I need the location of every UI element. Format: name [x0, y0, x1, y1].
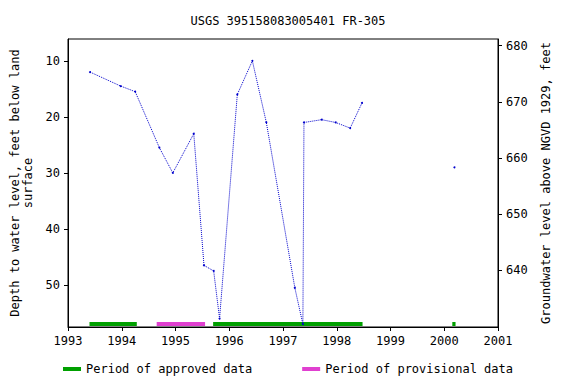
svg-text:Groundwater level above NGVD 1: Groundwater level above NGVD 1929, feet: [539, 42, 553, 324]
svg-text:10: 10: [46, 54, 60, 68]
svg-text:Depth to water level, feet bel: Depth to water level, feet below land: [8, 49, 22, 316]
svg-text:Period of provisional data: Period of provisional data: [325, 362, 513, 376]
svg-text:1999: 1999: [376, 334, 405, 348]
svg-text:USGS 395158083005401 FR-305: USGS 395158083005401 FR-305: [190, 14, 385, 28]
svg-text:640: 640: [506, 263, 528, 277]
svg-text:40: 40: [46, 222, 60, 236]
svg-text:680: 680: [506, 39, 528, 53]
svg-text:1997: 1997: [269, 334, 298, 348]
svg-text:1998: 1998: [322, 334, 351, 348]
svg-text:2000: 2000: [430, 334, 459, 348]
svg-text:1993: 1993: [54, 334, 83, 348]
svg-text:20: 20: [46, 110, 60, 124]
svg-text:Period of approved data: Period of approved data: [86, 362, 252, 376]
svg-text:2001: 2001: [484, 334, 513, 348]
svg-text:660: 660: [506, 151, 528, 165]
svg-text:1995: 1995: [161, 334, 190, 348]
svg-text:670: 670: [506, 95, 528, 109]
svg-text:surface: surface: [21, 158, 35, 209]
svg-text:1994: 1994: [107, 334, 136, 348]
svg-text:1996: 1996: [215, 334, 244, 348]
svg-text:30: 30: [46, 166, 60, 180]
svg-text:650: 650: [506, 207, 528, 221]
svg-text:50: 50: [46, 278, 60, 292]
